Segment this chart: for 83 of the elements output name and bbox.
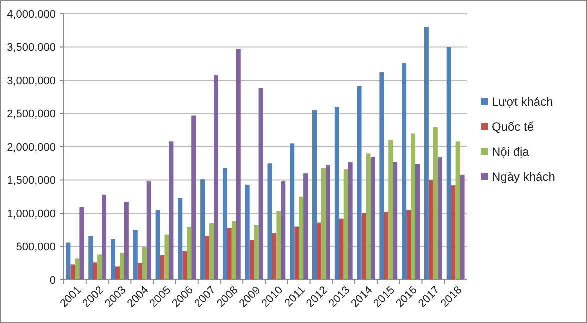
y-tick-label: 3,000,000 [7, 75, 56, 88]
bar [456, 142, 460, 280]
bar [232, 221, 236, 280]
bar [169, 142, 174, 280]
bar [276, 212, 282, 280]
bar [124, 202, 129, 280]
bar [80, 208, 84, 280]
bar [326, 164, 330, 280]
bar [222, 168, 228, 280]
bar [357, 86, 362, 280]
bar [339, 218, 344, 280]
bar [334, 107, 340, 280]
bar [88, 236, 94, 280]
bar [214, 75, 218, 280]
bar [111, 239, 116, 280]
bar [406, 210, 412, 280]
y-tick-label: 4,000,000 [7, 8, 56, 21]
bar [384, 212, 389, 280]
legend-label: Ngày khách [492, 170, 556, 184]
bar [380, 72, 384, 280]
bar [178, 198, 183, 280]
legend-label: Lượt khách [492, 95, 554, 110]
bar [312, 110, 317, 280]
bar [424, 27, 429, 280]
bar [115, 266, 120, 280]
bar [205, 236, 210, 280]
y-tick-label: 0 [50, 274, 56, 287]
bar [182, 251, 188, 280]
bar [192, 116, 196, 280]
bar [236, 49, 241, 280]
bar [460, 174, 465, 280]
bar [187, 227, 192, 280]
bar [411, 134, 416, 280]
bar [160, 255, 165, 280]
bar [294, 226, 300, 280]
bar [281, 182, 286, 280]
bar [138, 263, 142, 280]
bar [98, 254, 102, 280]
bar [428, 180, 434, 280]
bar [200, 180, 206, 280]
y-tick-label: 1,000,000 [7, 208, 56, 220]
y-tick-label: 2,000,000 [7, 142, 56, 154]
bar [142, 247, 147, 280]
bar [388, 140, 394, 280]
bar [321, 168, 326, 280]
bar [156, 210, 160, 280]
bar [268, 164, 272, 280]
y-tick-label: 3,500,000 [7, 42, 56, 54]
bar [66, 242, 71, 280]
bar [254, 225, 259, 280]
bar [362, 214, 366, 280]
bar [299, 196, 304, 280]
bar [272, 233, 277, 280]
y-tick-label: 500,000 [16, 242, 56, 254]
bar [93, 262, 98, 280]
bar [245, 184, 250, 280]
bar [75, 258, 80, 280]
bar [250, 240, 254, 280]
bar [210, 223, 214, 280]
bar [416, 164, 420, 280]
bar [146, 182, 152, 280]
bar [304, 174, 308, 280]
bar [433, 127, 438, 280]
bar [344, 170, 348, 280]
bar [70, 264, 76, 280]
bar [133, 230, 138, 280]
bar [258, 88, 264, 280]
bar [402, 63, 407, 280]
bar [446, 47, 452, 280]
bar [120, 253, 124, 280]
legend-label: Nội địa [492, 145, 530, 160]
bar [393, 162, 398, 280]
bar [102, 194, 107, 280]
bar [348, 162, 353, 280]
legend-label: Quốc tế [492, 120, 534, 134]
bar [290, 144, 295, 280]
bar [370, 156, 376, 280]
bar [227, 228, 232, 280]
y-tick-label: 1,500,000 [7, 175, 56, 188]
bar [438, 156, 442, 280]
y-tick-label: 2,500,000 [7, 108, 56, 121]
bar [451, 186, 456, 280]
bar [316, 222, 322, 280]
